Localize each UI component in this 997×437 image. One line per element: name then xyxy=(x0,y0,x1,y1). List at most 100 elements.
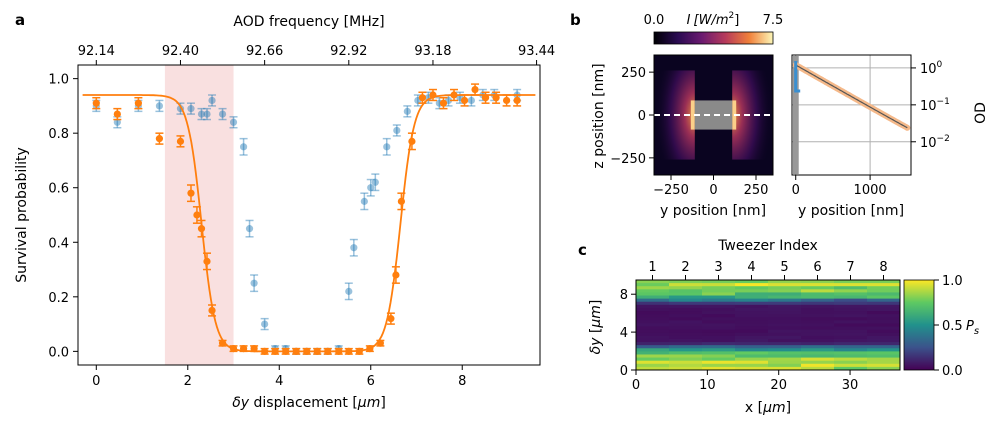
panel-a-frame xyxy=(77,64,541,366)
heatmap-cell xyxy=(834,320,868,324)
heatmap-cell xyxy=(801,323,835,328)
y-tick-label: 0.8 xyxy=(48,127,69,142)
orange-point xyxy=(187,189,195,197)
orange-point xyxy=(218,339,227,347)
heatmap-cell xyxy=(801,320,835,324)
c-x-tick-label: 20 xyxy=(770,378,787,393)
top-axis-ticks: 92.14 92.40 92.66 92.92 93.18 93.44 xyxy=(78,44,555,65)
left-edge-hotspot xyxy=(690,100,695,130)
c-y-tick-label: 8 xyxy=(620,288,628,303)
heatmap-cell xyxy=(834,351,868,355)
colorbar-label-s: s xyxy=(974,326,979,337)
heatmap-cell xyxy=(669,363,703,368)
orange-point xyxy=(450,91,458,99)
od-y-tick-exp: −2 xyxy=(937,134,950,144)
heatmap-cell xyxy=(801,348,835,352)
heatmap-cell xyxy=(768,360,802,365)
heatmap-cell xyxy=(702,301,736,306)
top-tick-label: 93.44 xyxy=(518,44,555,59)
heatmap-cell xyxy=(768,298,802,303)
od-y-tick-base: 10 xyxy=(920,62,937,77)
heatmap-cell xyxy=(702,304,736,309)
orange-point xyxy=(292,347,300,355)
heatmap-cell xyxy=(636,307,670,312)
x-tick-label: 0 xyxy=(92,374,100,389)
intensity-colorbar xyxy=(653,31,774,45)
orange-point xyxy=(503,96,511,105)
c-y-axis-label-close: ] xyxy=(588,300,604,305)
heatmap-cell xyxy=(735,348,769,352)
heatmap-cell xyxy=(768,283,802,287)
top-tick-label: 92.40 xyxy=(162,44,199,59)
orange-point xyxy=(397,197,405,205)
orange-point xyxy=(113,110,121,118)
orange-fit-curve xyxy=(82,94,536,353)
heatmap-cell xyxy=(867,348,901,352)
heatmap-cell xyxy=(702,329,736,334)
orange-point xyxy=(376,339,384,347)
heatmap-cell xyxy=(735,332,769,337)
orange-point xyxy=(355,347,363,355)
heatmap-cell xyxy=(735,326,769,331)
heatmap-cell xyxy=(867,280,901,284)
heatmap-cell xyxy=(636,335,670,340)
heatmap-cell xyxy=(768,311,802,315)
heatmap-cell xyxy=(768,326,802,331)
heatmap-cell xyxy=(669,357,703,362)
heatmap-cell xyxy=(702,289,736,293)
heatmap-cell xyxy=(636,292,670,297)
orange-point xyxy=(208,306,216,315)
heatmap-cell xyxy=(801,329,835,334)
heatmap-cell xyxy=(834,348,868,352)
heatmap-cell xyxy=(702,317,736,321)
orange-point xyxy=(282,347,290,355)
orange-point xyxy=(392,271,400,279)
heatmap-cell xyxy=(801,307,835,312)
heatmap-cell xyxy=(669,354,703,359)
heatmap-cell xyxy=(834,286,868,290)
heatmap-cell xyxy=(801,295,835,300)
heatmap-cell xyxy=(801,292,835,297)
colorbar-tick-label: 0.5 xyxy=(942,319,963,334)
colorbar-label-symbol: I xyxy=(687,13,691,28)
colorbar-label-unit: [W/m xyxy=(694,13,729,28)
heatmap-cell xyxy=(702,326,736,331)
heatmap-cell xyxy=(801,357,835,362)
heatmap-cell xyxy=(735,320,769,324)
od-y-tick-label: 10−1 xyxy=(920,97,950,114)
heatmap-cell xyxy=(702,295,736,300)
blue-point xyxy=(383,143,391,151)
heatmap-cell xyxy=(834,332,868,337)
panel-c-tweezer-map: c Tweezer Index 1 2 3 4 5 6 7 8 0 10 20 30 0 4 8 x [… xyxy=(578,238,979,416)
heatmap-cell xyxy=(867,342,901,346)
c-top-axis-label: Tweezer Index xyxy=(717,238,818,254)
heatmap-cell xyxy=(867,329,901,334)
heatmap-cell xyxy=(702,311,736,315)
heatmap-cell xyxy=(834,314,868,318)
heatmap-cell xyxy=(834,335,868,340)
y-tick-label: 0.4 xyxy=(48,236,69,251)
orange-point xyxy=(193,211,201,219)
orange-point xyxy=(481,94,490,102)
heatmap-cell xyxy=(867,301,901,306)
heatmap-cell xyxy=(636,311,670,315)
heatmap-cell xyxy=(735,314,769,318)
c-top-tick-label: 7 xyxy=(846,260,854,275)
heatmap-cell xyxy=(768,286,802,290)
heatmap-cell xyxy=(702,351,736,355)
blue-point xyxy=(187,105,195,113)
od-block-strip xyxy=(793,56,799,174)
heatmap-cell xyxy=(636,363,670,368)
heatmap-cell xyxy=(867,295,901,300)
y-axis-label: Survival probability xyxy=(14,147,30,283)
heatmap-cell xyxy=(636,314,670,318)
blue-point xyxy=(218,110,227,118)
heatmap-cell xyxy=(801,317,835,321)
heatmap-cell xyxy=(636,280,670,284)
od-y-axis-label: OD xyxy=(973,102,989,124)
y-tick-label: 0.6 xyxy=(48,182,69,197)
heatmap-cell xyxy=(669,317,703,321)
heatmap-cell xyxy=(735,289,769,293)
orange-point xyxy=(250,345,258,353)
